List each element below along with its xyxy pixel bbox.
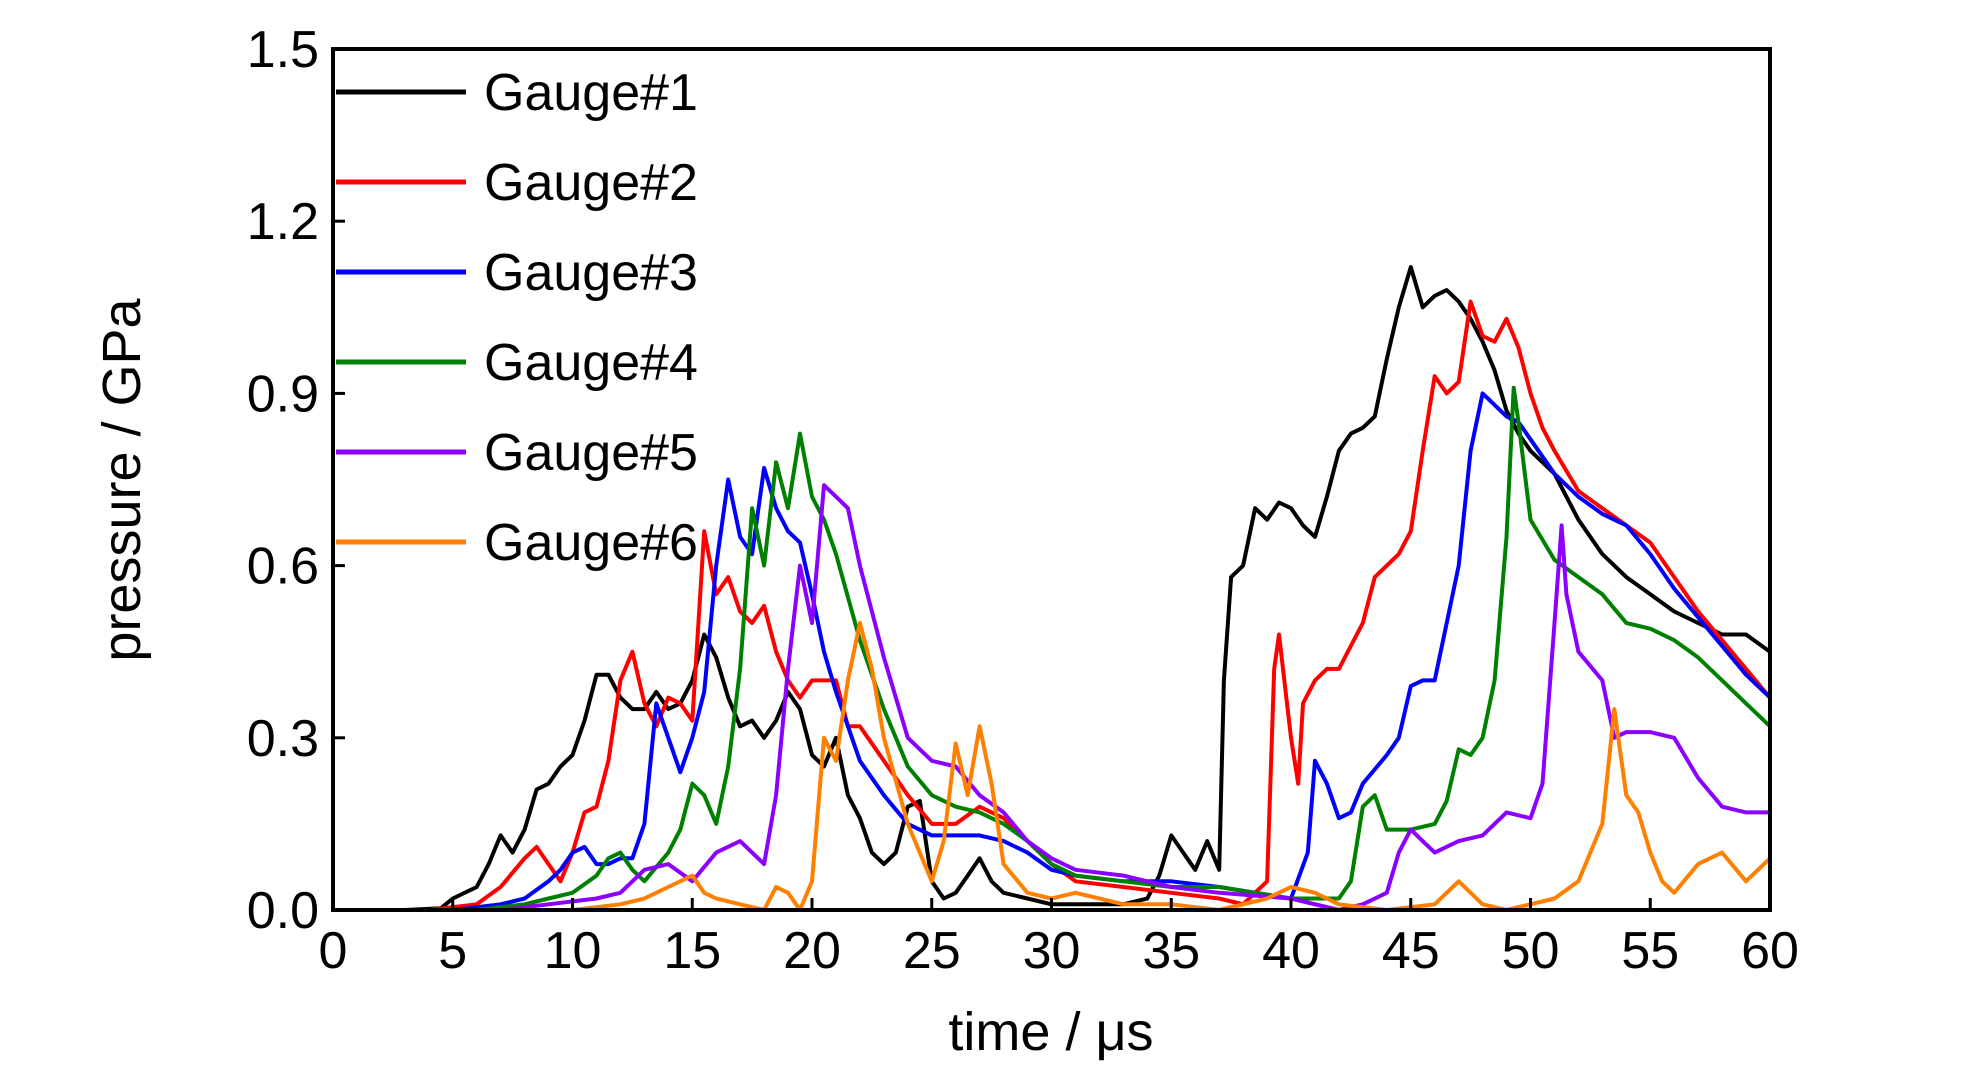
x-tick-label: 5: [438, 922, 467, 980]
y-tick-label: 0.0: [247, 882, 319, 940]
x-tick-label: 30: [1023, 922, 1081, 980]
series-lines-layer: [331, 265, 1772, 912]
legend-entry-gauge-5: Gauge#5: [336, 424, 698, 482]
legend-entry-gauge-2: Gauge#2: [336, 154, 698, 212]
legend: Gauge#1 Gauge#2 Gauge#3 Gauge#4 Gauge#5 Gauge…: [336, 64, 698, 572]
ticks-layer: 0 5 10 15 20 25 30 35 40 45 50 55 60 0.0 0.3 0.6 0.9 1.2 1…: [247, 21, 1799, 980]
legend-entry-gauge-6: Gauge#6: [336, 514, 698, 572]
x-tick-label: 55: [1621, 922, 1679, 980]
legend-label: Gauge#1: [484, 64, 698, 122]
legend-entry-gauge-3: Gauge#3: [336, 244, 698, 302]
series-line-gauge-3: [331, 391, 1772, 912]
x-tick-label: 40: [1262, 922, 1320, 980]
legend-entry-gauge-1: Gauge#1: [336, 64, 698, 122]
y-tick-label: 0.3: [247, 710, 319, 768]
x-axis-title: time / μs: [948, 1002, 1153, 1062]
y-axis-title: pressure / GPa: [92, 297, 152, 661]
x-tick-label: 25: [903, 922, 961, 980]
x-tick-label: 10: [544, 922, 602, 980]
legend-label: Gauge#4: [484, 334, 698, 392]
x-tick-label: 60: [1741, 922, 1799, 980]
y-tick-label: 1.5: [247, 21, 319, 79]
x-tick-label: 45: [1382, 922, 1440, 980]
series-line-gauge-6: [331, 621, 1772, 912]
x-tick-label: 35: [1142, 922, 1200, 980]
y-tick-label: 0.6: [247, 538, 319, 596]
series-line-gauge-5: [331, 483, 1772, 912]
legend-label: Gauge#5: [484, 424, 698, 482]
x-tick-label: 20: [783, 922, 841, 980]
x-tick-label: 50: [1502, 922, 1560, 980]
legend-label: Gauge#6: [484, 514, 698, 572]
y-tick-label: 0.9: [247, 365, 319, 423]
y-tick-label: 1.2: [247, 193, 319, 251]
legend-label: Gauge#3: [484, 244, 698, 302]
x-tick-label: 15: [663, 922, 721, 980]
legend-label: Gauge#2: [484, 154, 698, 212]
legend-entry-gauge-4: Gauge#4: [336, 334, 698, 392]
x-tick-label: 0: [319, 922, 348, 980]
series-line-gauge-1: [331, 265, 1772, 912]
